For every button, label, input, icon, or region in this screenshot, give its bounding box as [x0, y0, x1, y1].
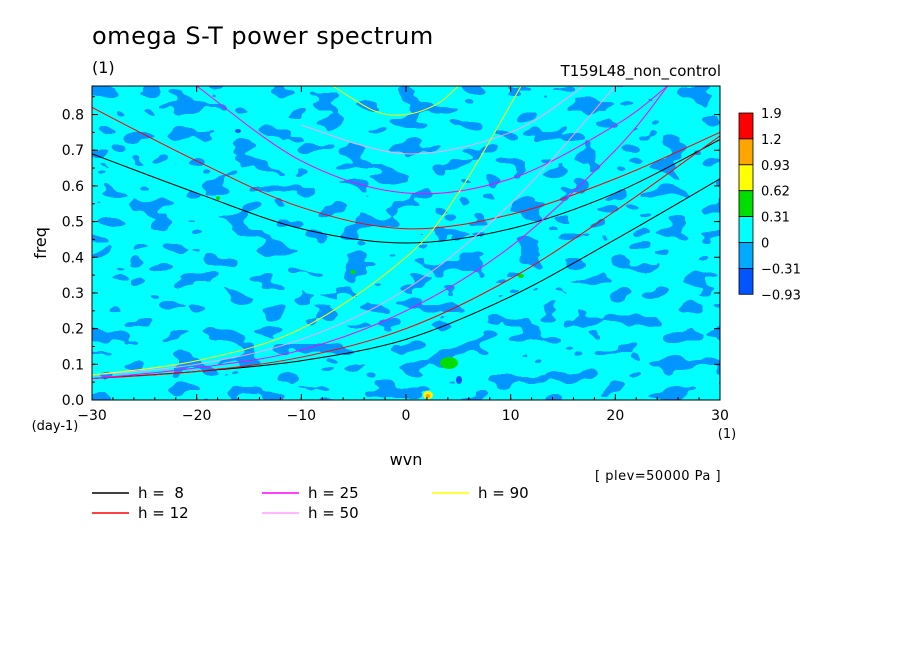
gravity-curve [92, 106, 720, 230]
legend-label: h = 50 [308, 504, 359, 522]
gravity-curve [92, 139, 720, 244]
y-tick-label: 0.2 [62, 322, 84, 338]
kelvin-curve [92, 86, 616, 376]
colorbar-label: 0.62 [761, 185, 790, 200]
colorbar-label: 0.31 [761, 211, 790, 226]
y-tick-label: 0.1 [62, 357, 84, 373]
run-id: T159L48_non_control [560, 62, 721, 80]
x-tick-label: −30 [77, 408, 107, 424]
x-tick-label: 20 [606, 408, 624, 424]
legend: h = 8 h = 12 h = 25 h = 50 h = 90 [92, 484, 529, 522]
pressure-level-note: [ plev=50000 Pa ] [595, 469, 722, 484]
x-tick-label: 0 [402, 408, 411, 424]
y-axis: 0.0 0.1 0.2 0.3 0.4 0.5 0.6 0.7 0.8 [62, 96, 720, 409]
colorbar-label: 0 [761, 237, 769, 252]
kelvin-curve [92, 86, 522, 376]
colorbar-swatch [738, 112, 754, 140]
colorbar: 1.9 1.2 0.93 0.62 0.31 0 −0.31 −0.93 [738, 107, 801, 303]
y-axis-label: freq [31, 227, 50, 259]
x-tick-label: 30 [711, 408, 729, 424]
x-axis-label: wvn [390, 450, 423, 469]
gravity-curve [332, 86, 459, 116]
hotspots [216, 129, 524, 399]
plot-area [92, 86, 720, 400]
hotspot-green-small [216, 196, 220, 200]
colorbar-label: 0.93 [761, 159, 790, 174]
y-tick-label: 0.0 [62, 393, 84, 409]
y-tick-label: 0.6 [62, 179, 84, 195]
x-tick-label: −20 [182, 408, 212, 424]
colorbar-swatch [738, 190, 754, 217]
gravity-curve [196, 86, 668, 195]
legend-label: h = 25 [308, 484, 359, 502]
colorbar-swatch [738, 216, 754, 243]
y-tick-label: 0.4 [62, 250, 84, 266]
hotspot-green-small [350, 270, 356, 274]
hotspot-green-small [518, 274, 524, 278]
y-tick-label: 0.7 [62, 143, 84, 159]
colorbar-label: −0.93 [761, 288, 801, 303]
x-tick-label: 10 [502, 408, 520, 424]
kelvin-curve [92, 86, 669, 380]
y-axis-unit: (day-1) [32, 419, 79, 434]
legend-label: h = 90 [478, 484, 529, 502]
legend-label: h = 8 [138, 484, 184, 502]
colorbar-label: 1.2 [761, 133, 782, 148]
colorbar-label: −0.31 [761, 262, 801, 277]
chart-title: omega S-T power spectrum [92, 22, 434, 50]
hotspot-blue [456, 376, 462, 384]
hotspot-green [440, 357, 458, 369]
colorbar-swatch [738, 267, 754, 295]
chart-units: (1) [92, 58, 115, 77]
colorbar-label: 1.9 [761, 107, 782, 122]
x-axis-unit: (1) [718, 427, 736, 442]
hotspot-blue [235, 129, 241, 133]
colorbar-swatch [738, 164, 754, 192]
x-tick-label: −10 [287, 408, 317, 424]
y-tick-label: 0.8 [62, 108, 84, 124]
dispersion-curves [92, 86, 720, 380]
kelvin-curve [92, 135, 720, 380]
y-tick-label: 0.3 [62, 286, 84, 302]
hotspot-orange [425, 394, 431, 398]
colorbar-swatch [738, 242, 754, 269]
x-axis: −30 −20 −10 0 10 20 30 [77, 86, 729, 424]
y-tick-label: 0.5 [62, 215, 84, 231]
colorbar-swatch [738, 138, 754, 166]
legend-label: h = 12 [138, 504, 189, 522]
gravity-curve [301, 86, 585, 155]
